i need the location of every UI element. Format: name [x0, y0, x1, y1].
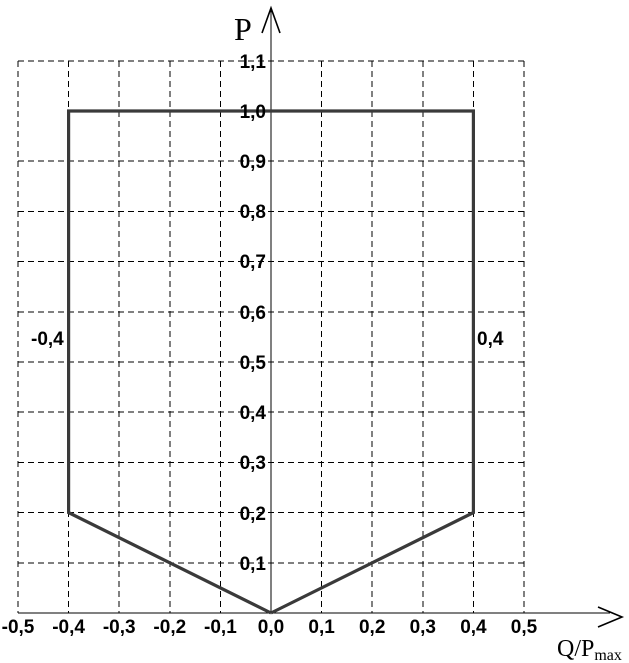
svg-text:0,9: 0,9 [240, 152, 266, 173]
svg-text:0,1: 0,1 [308, 617, 335, 638]
svg-text:0,0: 0,0 [258, 617, 284, 638]
svg-text:-0,1: -0,1 [204, 617, 237, 638]
svg-text:0,4: 0,4 [477, 329, 504, 350]
svg-text:-0,5: -0,5 [2, 617, 35, 638]
svg-text:0,1: 0,1 [240, 554, 267, 575]
svg-text:1,0: 1,0 [240, 102, 266, 123]
svg-text:0,5: 0,5 [511, 617, 538, 638]
svg-text:0,2: 0,2 [240, 504, 266, 525]
svg-text:0,7: 0,7 [240, 252, 266, 273]
svg-text:0,6: 0,6 [240, 303, 266, 324]
svg-text:-0,2: -0,2 [153, 617, 186, 638]
svg-text:-0,4: -0,4 [31, 329, 64, 350]
svg-text:0,3: 0,3 [240, 453, 266, 474]
svg-text:P: P [234, 11, 252, 47]
svg-text:0,2: 0,2 [359, 617, 385, 638]
svg-text:0,5: 0,5 [240, 353, 267, 374]
svg-text:0,8: 0,8 [240, 202, 266, 223]
svg-text:-0,3: -0,3 [103, 617, 136, 638]
svg-text:1,1: 1,1 [240, 52, 267, 73]
svg-text:0,4: 0,4 [460, 617, 487, 638]
svg-text:-0,4: -0,4 [52, 617, 85, 638]
svg-text:0,4: 0,4 [240, 403, 267, 424]
svg-text:0,3: 0,3 [410, 617, 436, 638]
